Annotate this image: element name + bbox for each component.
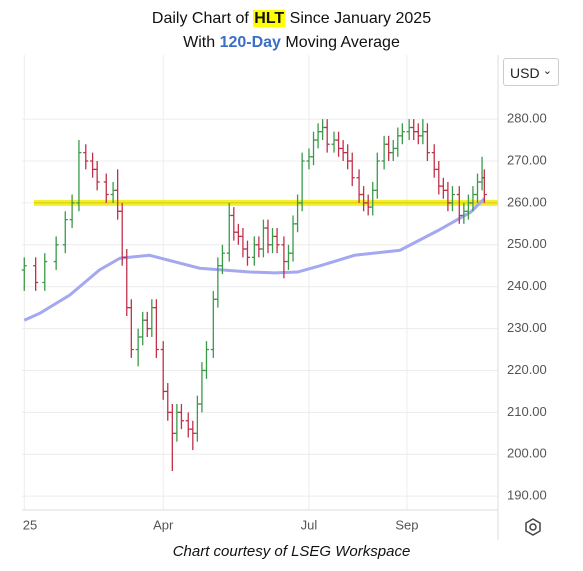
y-tick-label: 280.00 [507,111,547,126]
currency[interactable]: USD [510,65,540,81]
footer: Chart courtesy of LSEG Workspace [172,543,411,560]
x-tick-label: 25 [23,517,37,532]
x-tick-label: Jul [301,517,318,532]
ma-period: 120-Day [219,34,281,51]
moving-average [23,197,486,322]
subtitle-text: With [183,34,216,51]
currency-dropdown[interactable]: USD ⌄ [503,58,559,86]
settings-icon[interactable] [525,518,541,536]
y-tick-label: 250.00 [507,236,547,251]
chevron[interactable]: ⌄ [542,65,552,77]
x-tick-label: Sep [395,517,418,532]
title-text: Daily Chart of [151,10,249,27]
gear[interactable] [525,518,541,536]
y-tick-label: 270.00 [507,152,547,167]
plot [22,55,498,510]
y-tick-label: 230.00 [507,320,547,335]
y-tick-label: 210.00 [507,404,547,419]
y-tick-label: 220.00 [507,362,547,377]
subtitle: With 120-Day Moving Average [0,34,583,52]
y-tick-label: 240.00 [507,278,547,293]
y-tick-label: 260.00 [507,194,547,209]
ticker: HLT [253,10,286,27]
y-tick-label: 190.00 [507,488,547,503]
subtitle-text: Moving Average [285,34,400,51]
x-tick-label: Apr [153,517,174,532]
gear-hub[interactable] [529,523,537,531]
y-tick-label: 200.00 [507,446,547,461]
title: Daily Chart of HLT Since January 2025 [0,10,583,28]
title-text: Since January 2025 [289,10,432,27]
